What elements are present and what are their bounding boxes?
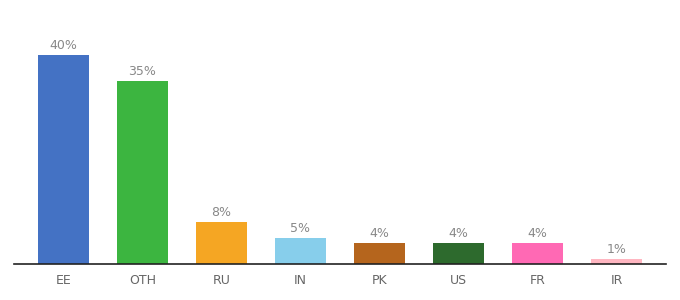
Text: 4%: 4% — [528, 227, 547, 240]
Bar — [512, 243, 563, 264]
Text: 4%: 4% — [449, 227, 469, 240]
Text: 4%: 4% — [369, 227, 390, 240]
Text: 5%: 5% — [290, 222, 311, 235]
Bar — [354, 243, 405, 264]
Bar — [196, 222, 247, 264]
Text: 40%: 40% — [50, 39, 78, 52]
Text: 8%: 8% — [211, 206, 231, 219]
Text: 35%: 35% — [129, 65, 156, 78]
Bar — [433, 243, 484, 264]
Text: 1%: 1% — [607, 243, 626, 256]
Bar — [275, 238, 326, 264]
Bar — [117, 81, 168, 264]
Bar — [38, 55, 89, 264]
Bar — [591, 259, 642, 264]
